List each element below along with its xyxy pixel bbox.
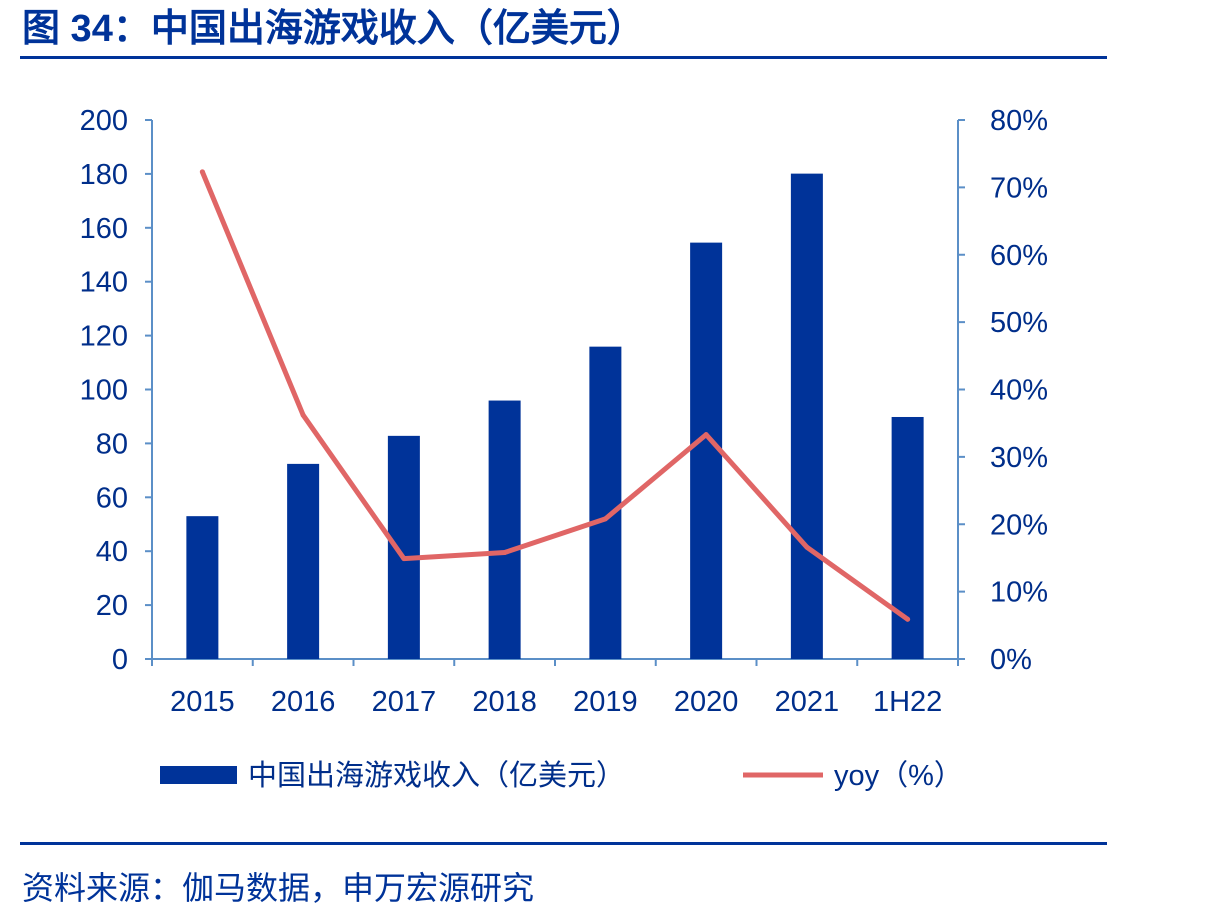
x-axis-tick-label: 2021 [775,686,840,718]
x-axis-tick-label: 2016 [271,686,336,718]
revenue-bar [387,435,420,659]
footer-divider [20,842,1107,845]
revenue-bar [589,346,622,659]
chart-title: 图 34：中国出海游戏收入（亿美元） [22,8,645,50]
x-axis-tick-label: 2019 [573,686,638,718]
right-axis-tick-label: 60% [990,240,1048,272]
legend-line-label: yoy（%） [834,760,963,792]
legend-bar-label: 中国出海游戏收入（亿美元） [248,759,625,792]
bar-series [186,173,924,659]
legend: 中国出海游戏收入（亿美元） yoy（%） [160,759,963,792]
legend-bar-swatch [160,766,237,784]
yoy-point [401,556,407,562]
right-axis-tick-label: 20% [990,509,1048,541]
yoy-point [804,544,810,550]
yoy-point [905,616,911,622]
left-axis-tick-label: 20 [96,590,128,622]
right-axis-tick-label: 0% [990,644,1032,676]
left-axis-tick-label: 180 [80,159,128,191]
revenue-bar [690,242,723,659]
right-axis-tick-label: 40% [990,375,1048,407]
left-axis-tick-label: 60 [96,482,128,514]
revenue-bar [790,173,823,659]
yoy-point [703,432,709,438]
right-axis-tick-label: 80% [990,105,1048,137]
yoy-point [602,516,608,522]
left-axis-tick-label: 140 [80,267,128,299]
revenue-bar [186,516,219,659]
left-axis-tick-label: 100 [80,375,128,407]
left-axis-tick-label: 120 [80,321,128,353]
x-axis-tick-label: 2020 [674,686,739,718]
yoy-line [199,169,911,622]
left-axis-tick-label: 200 [80,105,128,137]
revenue-bar [891,416,924,659]
axes: 0 20 40 60 80 100 120 140 160 180 200 0% 10% 20% 30% 40… [80,105,1048,718]
revenue-bar [488,400,521,659]
source-note: 资料来源：伽马数据，申万宏源研究 [22,870,535,906]
left-axis-tick-label: 80 [96,428,128,460]
right-axis-tick-label: 50% [990,307,1048,339]
right-axis-tick-label: 70% [990,172,1048,204]
x-axis-tick-label: 2017 [372,686,437,718]
right-axis-tick-label: 10% [990,577,1048,609]
x-axis-tick-label: 2018 [472,686,537,718]
yoy-line-series [199,169,911,622]
right-axis-tick-label: 30% [990,442,1048,474]
x-axis-tick-label: 1H22 [873,686,942,718]
x-axis-tick-label: 2015 [170,686,235,718]
revenue-bar [287,463,320,659]
title-divider [20,56,1107,59]
yoy-point [300,412,306,418]
yoy-point [502,550,508,556]
yoy-point [199,169,205,175]
left-axis-tick-label: 160 [80,213,128,245]
left-axis-tick-label: 40 [96,536,128,568]
left-axis-tick-label: 0 [112,644,128,676]
